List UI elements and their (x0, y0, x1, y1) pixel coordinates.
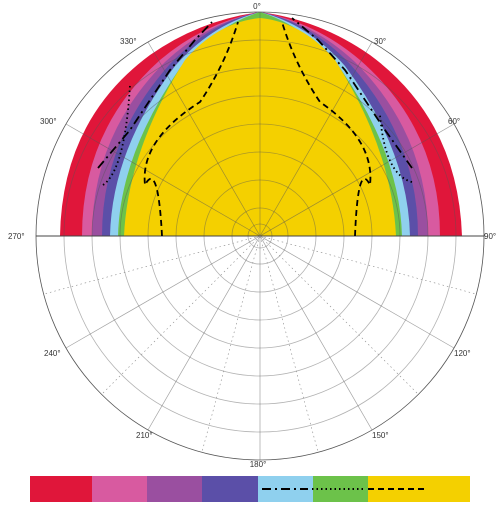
angle-label-0: 0° (253, 2, 261, 11)
legend-purple (147, 476, 202, 502)
angle-label-300: 300° (40, 117, 57, 126)
angle-label-240: 240° (44, 349, 61, 358)
minor-spoke (259, 235, 477, 295)
contour-dashed-right (281, 21, 372, 237)
contour-dashdot-left (97, 21, 213, 169)
angle-label-120: 120° (454, 349, 471, 358)
minor-spoke (43, 235, 261, 295)
angle-label-330: 330° (120, 37, 137, 46)
contour-lines (97, 17, 413, 237)
minor-spoke (259, 235, 419, 395)
contour-dotted-right (379, 114, 413, 183)
legend-red (30, 476, 92, 502)
angle-label-180: 180° (250, 460, 267, 469)
minor-spokes (43, 235, 477, 453)
legend-pink (92, 476, 147, 502)
color-legend (30, 476, 470, 502)
minor-spoke (101, 235, 261, 395)
minor-spoke (201, 235, 261, 453)
legend-blue (202, 476, 258, 502)
angle-label-270: 270° (8, 232, 25, 241)
angle-label-90: 90° (484, 232, 496, 241)
minor-spoke (259, 235, 319, 453)
angle-label-60: 60° (448, 117, 460, 126)
angle-label-30: 30° (374, 37, 386, 46)
contour-dashed-left (143, 21, 239, 237)
angle-label-150: 150° (372, 431, 389, 440)
contour-dashdot-right (291, 17, 413, 169)
angle-labels: 0° 30° 60° 90° 120° 150° 180° 210° 240° … (8, 2, 496, 469)
angle-label-210: 210° (136, 431, 153, 440)
